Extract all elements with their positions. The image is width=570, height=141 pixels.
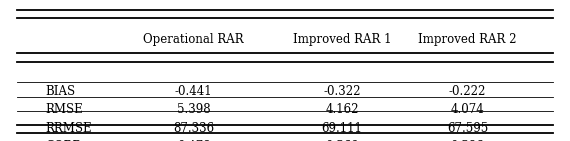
Text: -0.322: -0.322	[323, 85, 361, 98]
Text: 87.336: 87.336	[173, 122, 214, 135]
Text: Improved RAR 2: Improved RAR 2	[418, 33, 516, 46]
Text: BIAS: BIAS	[46, 85, 76, 98]
Text: CORR: CORR	[46, 140, 82, 141]
Text: -0.441: -0.441	[175, 85, 213, 98]
Text: 4.074: 4.074	[450, 103, 484, 116]
Text: 0.478: 0.478	[177, 140, 210, 141]
Text: 4.162: 4.162	[325, 103, 359, 116]
Text: RMSE: RMSE	[46, 103, 83, 116]
Text: 5.398: 5.398	[177, 103, 210, 116]
Text: 69.111: 69.111	[321, 122, 363, 135]
Text: Operational RAR: Operational RAR	[144, 33, 244, 46]
Text: 0.586: 0.586	[451, 140, 484, 141]
Text: RRMSE: RRMSE	[46, 122, 92, 135]
Text: -0.222: -0.222	[449, 85, 486, 98]
Text: 67.595: 67.595	[447, 122, 488, 135]
Text: Improved RAR 1: Improved RAR 1	[293, 33, 391, 46]
Text: 0.569: 0.569	[325, 140, 359, 141]
